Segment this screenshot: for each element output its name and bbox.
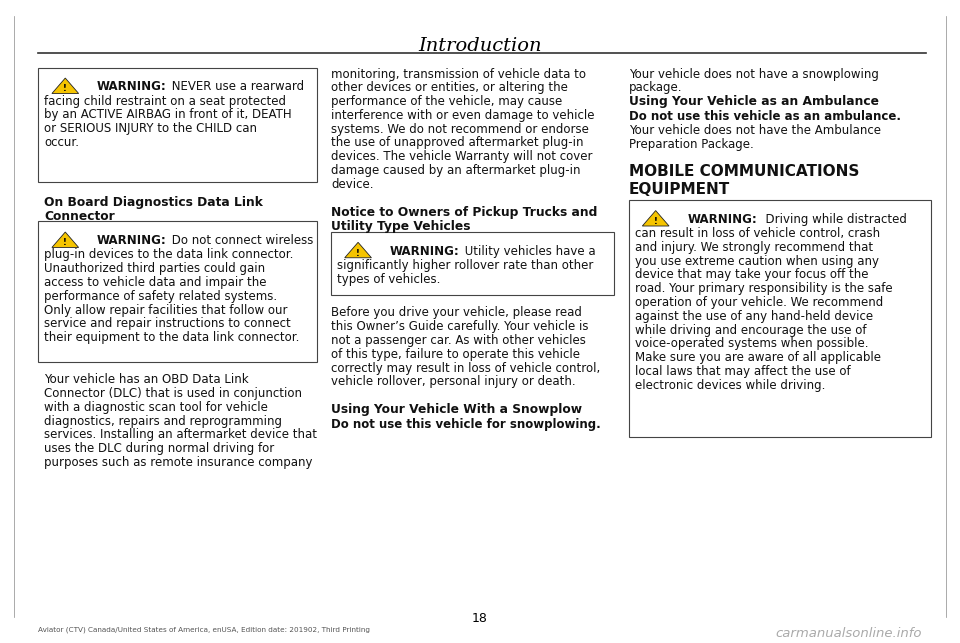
Text: against the use of any hand-held device: against the use of any hand-held device	[635, 310, 873, 323]
Text: of this type, failure to operate this vehicle: of this type, failure to operate this ve…	[331, 348, 580, 361]
Text: by an ACTIVE AIRBAG in front of it, DEATH: by an ACTIVE AIRBAG in front of it, DEAT…	[44, 108, 292, 122]
Text: device.: device.	[331, 178, 373, 191]
Text: Do not use this vehicle as an ambulance.: Do not use this vehicle as an ambulance.	[629, 111, 900, 123]
FancyBboxPatch shape	[629, 200, 931, 437]
Text: uses the DLC during normal driving for: uses the DLC during normal driving for	[44, 442, 275, 455]
Polygon shape	[345, 242, 372, 258]
Text: interference with or even damage to vehicle: interference with or even damage to vehi…	[331, 109, 594, 122]
Text: !: !	[654, 217, 658, 226]
Text: local laws that may affect the use of: local laws that may affect the use of	[635, 365, 851, 378]
Polygon shape	[52, 232, 79, 248]
Text: Using Your Vehicle With a Snowplow: Using Your Vehicle With a Snowplow	[331, 403, 583, 416]
Text: !: !	[356, 249, 360, 258]
Polygon shape	[52, 78, 79, 93]
Text: On Board Diagnostics Data Link: On Board Diagnostics Data Link	[44, 196, 263, 209]
Text: Your vehicle does not have a snowplowing: Your vehicle does not have a snowplowing	[629, 68, 878, 80]
Text: Connector: Connector	[44, 210, 115, 223]
Text: Do not connect wireless: Do not connect wireless	[168, 234, 313, 248]
Text: carmanualsonline.info: carmanualsonline.info	[775, 627, 922, 640]
Text: plug-in devices to the data link connector.: plug-in devices to the data link connect…	[44, 248, 294, 262]
Text: Only allow repair facilities that follow our: Only allow repair facilities that follow…	[44, 303, 288, 316]
FancyBboxPatch shape	[331, 231, 614, 294]
Text: Preparation Package.: Preparation Package.	[629, 138, 754, 151]
Text: not a passenger car. As with other vehicles: not a passenger car. As with other vehic…	[331, 334, 586, 347]
Text: Driving while distracted: Driving while distracted	[758, 213, 907, 226]
Text: significantly higher rollover rate than other: significantly higher rollover rate than …	[337, 258, 593, 272]
Text: Unauthorized third parties could gain: Unauthorized third parties could gain	[44, 262, 265, 275]
Text: device that may take your focus off the: device that may take your focus off the	[635, 268, 868, 282]
Text: facing child restraint on a seat protected: facing child restraint on a seat protect…	[44, 95, 286, 107]
Text: package.: package.	[629, 81, 683, 95]
Text: Connector (DLC) that is used in conjunction: Connector (DLC) that is used in conjunct…	[44, 387, 302, 400]
Text: Utility vehicles have a: Utility vehicles have a	[461, 244, 595, 258]
Text: this Owner’s Guide carefully. Your vehicle is: this Owner’s Guide carefully. Your vehic…	[331, 320, 588, 333]
Text: performance of safety related systems.: performance of safety related systems.	[44, 290, 277, 303]
Text: other devices or entities, or altering the: other devices or entities, or altering t…	[331, 81, 568, 95]
Text: monitoring, transmission of vehicle data to: monitoring, transmission of vehicle data…	[331, 68, 587, 80]
Text: WARNING:: WARNING:	[390, 244, 460, 258]
Text: !: !	[63, 84, 67, 93]
Text: NEVER use a rearward: NEVER use a rearward	[168, 80, 304, 93]
Text: systems. We do not recommend or endorse: systems. We do not recommend or endorse	[331, 123, 589, 136]
Text: operation of your vehicle. We recommend: operation of your vehicle. We recommend	[635, 296, 883, 309]
Text: Aviator (CTV) Canada/United States of America, enUSA, Edition date: 201902, Thir: Aviator (CTV) Canada/United States of Am…	[38, 627, 371, 633]
Text: electronic devices while driving.: electronic devices while driving.	[635, 379, 825, 392]
Text: Your vehicle does not have the Ambulance: Your vehicle does not have the Ambulance	[629, 124, 881, 138]
Text: can result in loss of vehicle control, crash: can result in loss of vehicle control, c…	[635, 227, 879, 240]
Text: correctly may result in loss of vehicle control,: correctly may result in loss of vehicle …	[331, 361, 600, 374]
Text: or SERIOUS INJURY to the CHILD can: or SERIOUS INJURY to the CHILD can	[44, 122, 257, 135]
Text: road. Your primary responsibility is the safe: road. Your primary responsibility is the…	[635, 282, 892, 295]
Text: services. Installing an aftermarket device that: services. Installing an aftermarket devi…	[44, 428, 317, 441]
Text: diagnostics, repairs and reprogramming: diagnostics, repairs and reprogramming	[44, 415, 282, 428]
Text: occur.: occur.	[44, 136, 79, 149]
Text: EQUIPMENT: EQUIPMENT	[629, 182, 730, 197]
Text: performance of the vehicle, may cause: performance of the vehicle, may cause	[331, 95, 563, 108]
Text: WARNING:: WARNING:	[97, 234, 167, 248]
Text: voice-operated systems when possible.: voice-operated systems when possible.	[635, 338, 868, 350]
Text: with a diagnostic scan tool for vehicle: with a diagnostic scan tool for vehicle	[44, 401, 268, 414]
Text: Introduction: Introduction	[419, 37, 541, 55]
FancyBboxPatch shape	[38, 68, 317, 182]
Text: Your vehicle has an OBD Data Link: Your vehicle has an OBD Data Link	[44, 373, 249, 386]
Text: the use of unapproved aftermarket plug-in: the use of unapproved aftermarket plug-i…	[331, 136, 584, 149]
Text: Using Your Vehicle as an Ambulance: Using Your Vehicle as an Ambulance	[629, 95, 878, 109]
Text: Do not use this vehicle for snowplowing.: Do not use this vehicle for snowplowing.	[331, 419, 601, 431]
Text: vehicle rollover, personal injury or death.: vehicle rollover, personal injury or dea…	[331, 376, 576, 388]
Text: while driving and encourage the use of: while driving and encourage the use of	[635, 323, 866, 336]
Text: access to vehicle data and impair the: access to vehicle data and impair the	[44, 276, 267, 289]
Text: devices. The vehicle Warranty will not cover: devices. The vehicle Warranty will not c…	[331, 150, 592, 163]
Text: their equipment to the data link connector.: their equipment to the data link connect…	[44, 331, 300, 344]
Text: types of vehicles.: types of vehicles.	[337, 273, 441, 285]
Polygon shape	[642, 211, 669, 226]
Text: MOBILE COMMUNICATIONS: MOBILE COMMUNICATIONS	[629, 164, 859, 179]
Text: !: !	[63, 239, 67, 248]
Text: you use extreme caution when using any: you use extreme caution when using any	[635, 255, 878, 267]
Text: service and repair instructions to connect: service and repair instructions to conne…	[44, 318, 291, 331]
Text: Notice to Owners of Pickup Trucks and: Notice to Owners of Pickup Trucks and	[331, 206, 597, 219]
Text: 18: 18	[472, 612, 488, 625]
Text: damage caused by an aftermarket plug-in: damage caused by an aftermarket plug-in	[331, 164, 581, 177]
Text: purposes such as remote insurance company: purposes such as remote insurance compan…	[44, 456, 313, 469]
Text: Utility Type Vehicles: Utility Type Vehicles	[331, 220, 470, 233]
Text: WARNING:: WARNING:	[687, 213, 757, 226]
Text: Before you drive your vehicle, please read: Before you drive your vehicle, please re…	[331, 306, 582, 320]
Text: Make sure you are aware of all applicable: Make sure you are aware of all applicabl…	[635, 351, 880, 364]
Text: WARNING:: WARNING:	[97, 80, 167, 93]
Text: and injury. We strongly recommend that: and injury. We strongly recommend that	[635, 241, 873, 254]
FancyBboxPatch shape	[38, 221, 317, 361]
